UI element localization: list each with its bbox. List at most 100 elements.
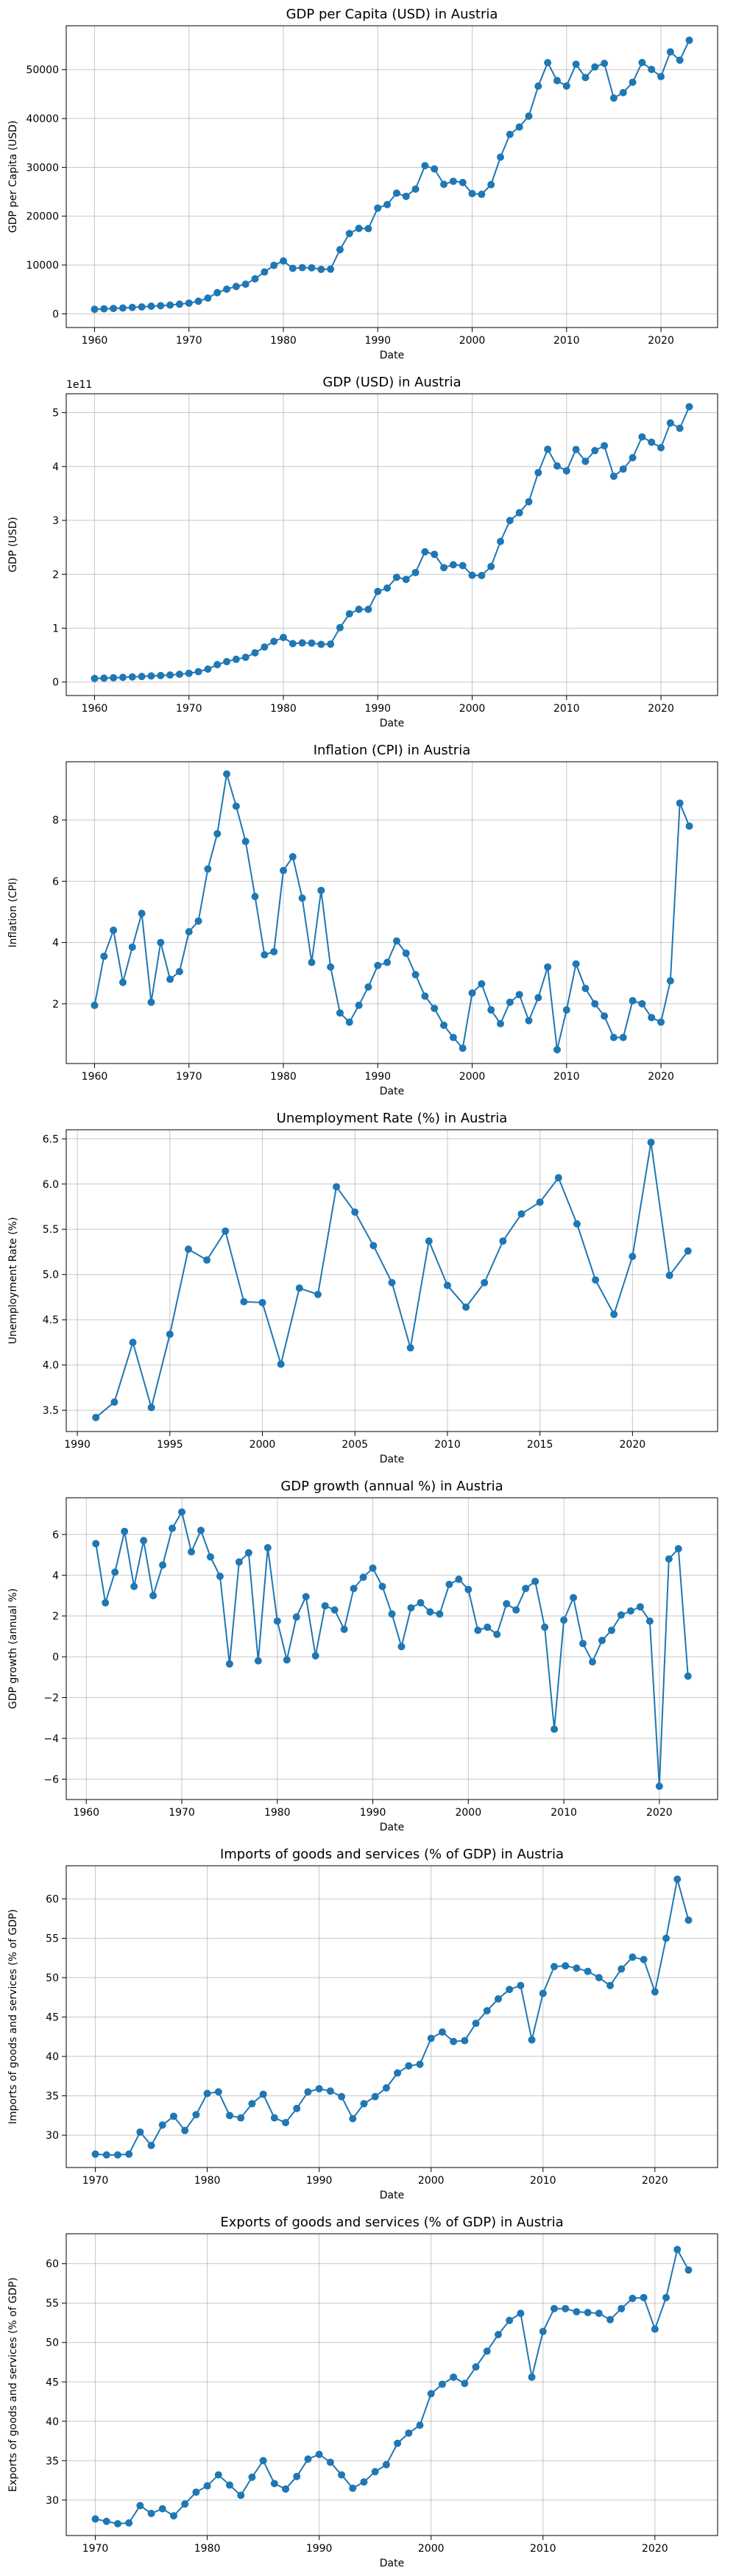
data-point bbox=[657, 73, 665, 81]
y-tick-label: 35 bbox=[46, 2455, 59, 2467]
x-tick-label: 1970 bbox=[82, 2543, 109, 2555]
data-point bbox=[374, 961, 382, 969]
x-tick-label: 1960 bbox=[82, 703, 108, 715]
data-point bbox=[619, 465, 627, 473]
data-point bbox=[617, 1611, 625, 1619]
data-point bbox=[204, 294, 212, 302]
data-point bbox=[194, 917, 202, 925]
data-point bbox=[657, 444, 665, 452]
x-axis-label: Date bbox=[380, 2558, 404, 2569]
data-point bbox=[351, 1208, 359, 1216]
data-point bbox=[673, 2246, 682, 2254]
data-point bbox=[315, 2450, 323, 2458]
data-point bbox=[203, 2482, 211, 2490]
data-point bbox=[382, 2460, 390, 2469]
data-point bbox=[226, 2481, 234, 2489]
data-point bbox=[684, 1916, 693, 1924]
data-point bbox=[638, 58, 646, 66]
data-point bbox=[175, 670, 183, 679]
data-point bbox=[359, 1574, 367, 1582]
data-point bbox=[647, 1139, 655, 1147]
x-axis-label: Date bbox=[380, 1086, 404, 1097]
data-point bbox=[497, 153, 504, 161]
data-point bbox=[203, 1256, 211, 1264]
data-point bbox=[651, 1988, 659, 1996]
data-point bbox=[304, 2088, 312, 2096]
data-point bbox=[553, 462, 561, 470]
data-point bbox=[280, 634, 287, 642]
chart-title: GDP growth (annual %) in Austria bbox=[280, 1479, 503, 1494]
data-point bbox=[676, 56, 684, 64]
x-tick-label: 2020 bbox=[620, 1439, 646, 1451]
series-line bbox=[94, 40, 690, 311]
x-tick-label: 1970 bbox=[169, 1807, 195, 1819]
data-point bbox=[581, 985, 590, 993]
data-point bbox=[169, 2512, 177, 2520]
data-point bbox=[431, 551, 439, 559]
data-point bbox=[468, 989, 476, 997]
data-point bbox=[225, 1660, 233, 1668]
data-point bbox=[308, 639, 316, 647]
data-point bbox=[662, 1934, 670, 1942]
data-point bbox=[340, 1625, 348, 1633]
data-point bbox=[283, 1656, 291, 1664]
data-point bbox=[378, 1582, 386, 1590]
data-point bbox=[405, 2429, 413, 2437]
data-point bbox=[147, 672, 155, 680]
data-point bbox=[125, 2519, 133, 2527]
y-tick-label: 4.5 bbox=[43, 1314, 59, 1326]
data-point bbox=[273, 1617, 281, 1625]
x-tick-label: 1990 bbox=[306, 2543, 333, 2555]
data-point bbox=[406, 1344, 414, 1352]
y-tick-label: 5.5 bbox=[43, 1224, 59, 1236]
data-point bbox=[499, 1237, 507, 1245]
data-point bbox=[345, 1018, 353, 1026]
y-tick-label: −4 bbox=[43, 1733, 59, 1745]
data-point bbox=[638, 999, 646, 1008]
data-point bbox=[425, 1237, 433, 1245]
data-point bbox=[573, 1964, 581, 1972]
data-point bbox=[158, 2121, 166, 2129]
data-point bbox=[562, 467, 570, 475]
data-point bbox=[445, 1580, 453, 1588]
data-point bbox=[487, 180, 495, 188]
data-point bbox=[394, 2439, 402, 2447]
data-point bbox=[369, 1242, 378, 1250]
data-point bbox=[175, 300, 183, 308]
data-point bbox=[601, 1012, 609, 1020]
data-point bbox=[91, 2515, 99, 2523]
data-point bbox=[481, 1278, 489, 1287]
data-point bbox=[426, 1608, 434, 1616]
y-tick-label: 50 bbox=[46, 1972, 59, 1984]
data-point bbox=[464, 1585, 473, 1593]
data-point bbox=[591, 999, 599, 1008]
data-point bbox=[665, 1271, 673, 1279]
x-tick-label: 2005 bbox=[342, 1439, 368, 1451]
data-point bbox=[214, 2088, 222, 2096]
data-point bbox=[591, 63, 599, 71]
data-point bbox=[573, 2307, 581, 2315]
plot-frame bbox=[66, 761, 718, 1064]
data-point bbox=[184, 1245, 192, 1253]
data-point bbox=[369, 1564, 377, 1572]
data-point bbox=[525, 1016, 533, 1025]
data-point bbox=[136, 2128, 144, 2136]
data-point bbox=[443, 1281, 451, 1289]
data-point bbox=[517, 2310, 525, 2318]
data-point bbox=[138, 910, 146, 918]
data-point bbox=[541, 1623, 549, 1631]
y-tick-label: 0 bbox=[52, 677, 59, 689]
data-point bbox=[371, 2092, 379, 2101]
data-point bbox=[383, 200, 392, 208]
y-tick-label: 50 bbox=[46, 2338, 59, 2349]
plot-frame bbox=[66, 1129, 718, 1432]
data-point bbox=[531, 1577, 539, 1585]
data-point bbox=[237, 2114, 245, 2122]
y-tick-label: 50000 bbox=[26, 65, 59, 77]
data-point bbox=[194, 297, 202, 305]
data-point bbox=[244, 1549, 252, 1557]
data-point bbox=[317, 886, 325, 894]
data-point bbox=[166, 671, 174, 679]
data-point bbox=[147, 302, 155, 311]
data-point bbox=[666, 419, 674, 427]
